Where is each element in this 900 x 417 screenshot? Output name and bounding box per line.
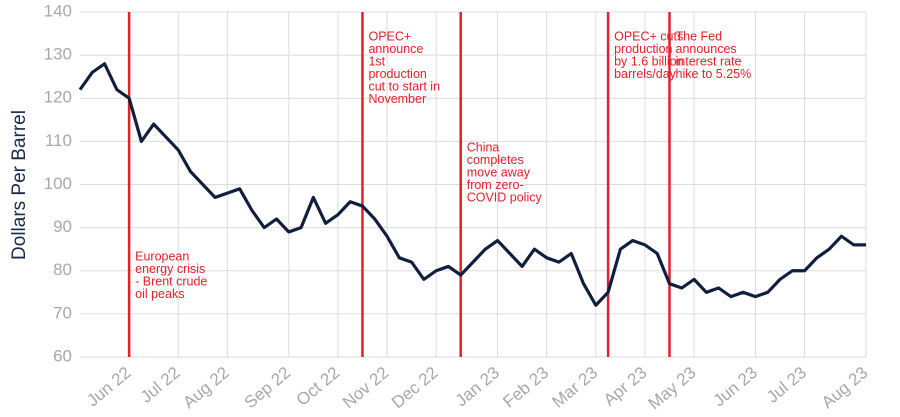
event-label: China xyxy=(467,140,500,154)
x-tick-label: Apr 23 xyxy=(600,363,651,410)
event-label: by 1.6 billion xyxy=(614,54,684,68)
event-label: cut to start in xyxy=(368,79,440,93)
event-label: The Fed xyxy=(676,29,723,43)
y-tick-label: 80 xyxy=(53,260,72,279)
x-tick-label: Jun 22 xyxy=(83,363,134,410)
x-tick-label: Dec 22 xyxy=(388,363,441,412)
event-label: from zero- xyxy=(467,178,524,192)
y-tick-label: 140 xyxy=(44,1,72,20)
x-tick-label: Jun 23 xyxy=(710,363,761,410)
event-label: 1st xyxy=(368,54,385,68)
x-tick-label: Sep 22 xyxy=(241,363,294,412)
event-label: OPEC+ cuts xyxy=(614,29,683,43)
x-tick-label: Jul 23 xyxy=(763,363,810,407)
x-tick-label: Nov 22 xyxy=(339,363,392,412)
event-label: hike to 5.25% xyxy=(676,67,752,81)
event-label: oil peaks xyxy=(135,287,184,301)
y-tick-label: 130 xyxy=(44,45,72,64)
y-tick-label: 110 xyxy=(45,131,72,150)
y-tick-label: 70 xyxy=(53,303,72,322)
event-label: energy crisis xyxy=(135,262,205,276)
y-tick-label: 120 xyxy=(44,88,72,107)
event-label: interest rate xyxy=(676,54,742,68)
x-tick-label: Aug 22 xyxy=(179,363,232,412)
x-tick-label: Jul 22 xyxy=(137,363,184,407)
event-label: production xyxy=(614,42,672,56)
event-label: announce xyxy=(368,42,423,56)
y-tick-label: 60 xyxy=(53,346,72,365)
x-tick-label: May 23 xyxy=(645,363,700,413)
y-axis-label: Dollars Per Barrel xyxy=(9,110,30,260)
price-line xyxy=(78,62,866,307)
event-label: production xyxy=(368,67,426,81)
event-label: OPEC+ xyxy=(368,29,411,43)
x-tick-label: Jan 23 xyxy=(452,363,503,410)
event-label: announces xyxy=(676,42,737,56)
x-tick-label: Oct 22 xyxy=(293,363,344,410)
x-tick-label: Aug 23 xyxy=(818,363,871,412)
event-label: COVID policy xyxy=(467,190,543,204)
event-label: November xyxy=(368,92,426,106)
y-tick-label: 100 xyxy=(44,174,72,193)
y-tick-label: 90 xyxy=(53,217,72,236)
x-tick-label: Mar 23 xyxy=(549,363,602,412)
event-label: barrels/day xyxy=(614,67,677,81)
event-label: move away xyxy=(467,165,531,179)
event-label: - Brent crude xyxy=(135,274,207,288)
x-tick-label: Feb 23 xyxy=(499,363,552,412)
event-label: completes xyxy=(467,153,524,167)
event-label: European xyxy=(135,249,189,263)
